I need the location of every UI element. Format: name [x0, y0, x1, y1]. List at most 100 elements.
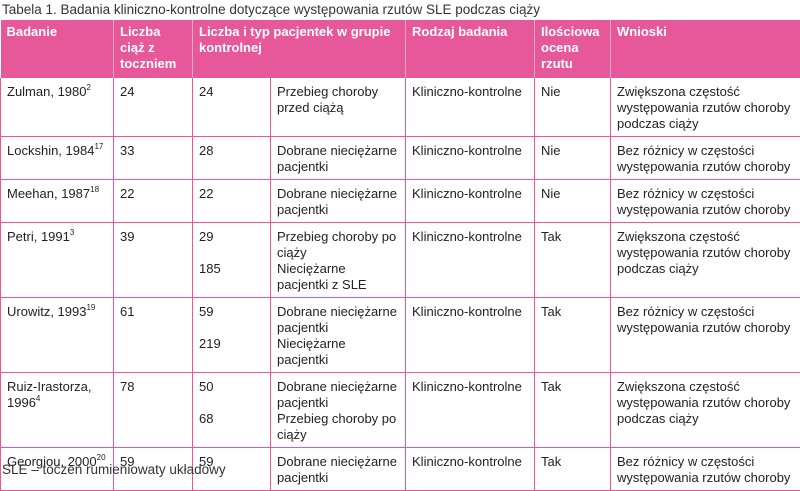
- control-type-cell: Dobrane nieciężarne pacjentki: [271, 180, 406, 223]
- control-count: 59: [199, 304, 213, 319]
- conclusion-cell: Bez różnicy w częstości występowania rzu…: [611, 298, 800, 373]
- quantitative-cell: Nie: [535, 180, 611, 223]
- study-cell: Lockshin, 198417: [1, 137, 114, 180]
- control-count-cell: 24: [193, 78, 271, 137]
- quantitative-cell: Tak: [535, 223, 611, 298]
- studies-table: Badanie Liczba ciąż z toczniem Liczba i …: [0, 20, 800, 491]
- control-count: 22: [199, 186, 213, 201]
- study-name: Meehan, 1987: [7, 186, 90, 201]
- study-type-cell: Kliniczno-kontrolne: [406, 298, 535, 373]
- conclusion-text: Zwiększona częstość występowania rzutów …: [617, 379, 790, 426]
- pregnancies-cell: 33: [114, 137, 193, 180]
- study-name: Zulman, 1980: [7, 84, 87, 99]
- reference-number: 20: [97, 453, 106, 462]
- spacer: [199, 320, 264, 336]
- control-count: 28: [199, 143, 213, 158]
- reference-number: 18: [90, 185, 99, 194]
- table-header-row: Badanie Liczba ciąż z toczniem Liczba i …: [1, 20, 800, 78]
- control-type: Dobrane nieciężarne pacjentki: [277, 186, 397, 217]
- control-type-2: Przebieg choroby po ciąży: [277, 411, 396, 442]
- quantitative-cell: Tak: [535, 448, 611, 491]
- control-count-2: 185: [199, 261, 221, 276]
- footnote: SLE – toczeń rumieniowaty układowy: [2, 462, 226, 477]
- pregnancies-cell: 61: [114, 298, 193, 373]
- quantitative-value: Tak: [541, 379, 561, 394]
- control-type: Dobrane nieciężarne pacjentki: [277, 304, 397, 335]
- control-count-cell: 28: [193, 137, 271, 180]
- study-type-cell: Kliniczno-kontrolne: [406, 373, 535, 448]
- quantitative-value: Nie: [541, 143, 561, 158]
- study-type-cell: Kliniczno-kontrolne: [406, 448, 535, 491]
- control-count: 50: [199, 379, 213, 394]
- study-cell: Petri, 19913: [1, 223, 114, 298]
- conclusion-cell: Zwiększona częstość występowania rzutów …: [611, 78, 800, 137]
- study-type-cell: Kliniczno-kontrolne: [406, 180, 535, 223]
- study-type: Kliniczno-kontrolne: [412, 186, 522, 201]
- study-type: Kliniczno-kontrolne: [412, 454, 522, 469]
- conclusion-text: Bez różnicy w częstości występowania rzu…: [617, 186, 790, 217]
- conclusion-text: Zwiększona częstość występowania rzutów …: [617, 84, 790, 131]
- quantitative-cell: Nie: [535, 78, 611, 137]
- control-type: Przebieg choroby przed ciążą: [277, 84, 378, 115]
- pregnancies-cell: 39: [114, 223, 193, 298]
- study-cell: Meehan, 198718: [1, 180, 114, 223]
- control-count-2: 68: [199, 411, 213, 426]
- quantitative-cell: Tak: [535, 298, 611, 373]
- study-type-cell: Kliniczno-kontrolne: [406, 78, 535, 137]
- control-count-2: 219: [199, 336, 221, 351]
- study-cell: Zulman, 19802: [1, 78, 114, 137]
- pregnancies-cell: 78: [114, 373, 193, 448]
- conclusion-cell: Bez różnicy w częstości występowania rzu…: [611, 137, 800, 180]
- pregnancies-cell: 22: [114, 180, 193, 223]
- reference-number: 17: [94, 142, 103, 151]
- quantitative-value: Nie: [541, 186, 561, 201]
- control-count-cell: 59 219: [193, 298, 271, 373]
- header-type: Rodzaj badania: [406, 20, 535, 78]
- pregnancies-count: 61: [120, 304, 134, 319]
- quantitative-value: Nie: [541, 84, 561, 99]
- control-type: Dobrane nieciężarne pacjentki: [277, 454, 397, 485]
- study-type-cell: Kliniczno-kontrolne: [406, 137, 535, 180]
- conclusion-cell: Zwiększona częstość występowania rzutów …: [611, 223, 800, 298]
- pregnancies-cell: 24: [114, 78, 193, 137]
- control-type: Dobrane nieciężarne pacjentki: [277, 379, 397, 410]
- control-type: Dobrane nieciężarne pacjentki: [277, 143, 397, 174]
- header-quant: Ilościowa ocena rzutu: [535, 20, 611, 78]
- quantitative-value: Tak: [541, 454, 561, 469]
- conclusion-text: Bez różnicy w częstości występowania rzu…: [617, 304, 790, 335]
- pregnancies-count: 22: [120, 186, 134, 201]
- control-count-cell: 50 68: [193, 373, 271, 448]
- reference-number: 4: [36, 394, 40, 403]
- study-name: Lockshin, 1984: [7, 143, 94, 158]
- header-conclusions: Wnioski: [611, 20, 800, 78]
- quantitative-value: Tak: [541, 304, 561, 319]
- conclusion-text: Bez różnicy w częstości występowania rzu…: [617, 454, 790, 485]
- study-type-cell: Kliniczno-kontrolne: [406, 223, 535, 298]
- pregnancies-count: 78: [120, 379, 134, 394]
- reference-number: 3: [70, 228, 74, 237]
- study-type: Kliniczno-kontrolne: [412, 229, 522, 244]
- spacer: [199, 245, 264, 261]
- quantitative-value: Tak: [541, 229, 561, 244]
- conclusion-text: Bez różnicy w częstości występowania rzu…: [617, 143, 790, 174]
- control-count-cell: 22: [193, 180, 271, 223]
- control-type-2: Nieciężarne pacjentki: [277, 336, 346, 367]
- pregnancies-count: 24: [120, 84, 134, 99]
- control-type-cell: Dobrane nieciężarne pacjentki: [271, 137, 406, 180]
- conclusion-text: Zwiększona częstość występowania rzutów …: [617, 229, 790, 276]
- quantitative-cell: Tak: [535, 373, 611, 448]
- study-name: Petri, 1991: [7, 229, 70, 244]
- control-count: 24: [199, 84, 213, 99]
- table-row: Zulman, 19802 24 24 Przebieg choroby przed …: [1, 78, 800, 137]
- control-type-cell: Dobrane nieciężarne pacjentki: [271, 448, 406, 491]
- study-type: Kliniczno-kontrolne: [412, 84, 522, 99]
